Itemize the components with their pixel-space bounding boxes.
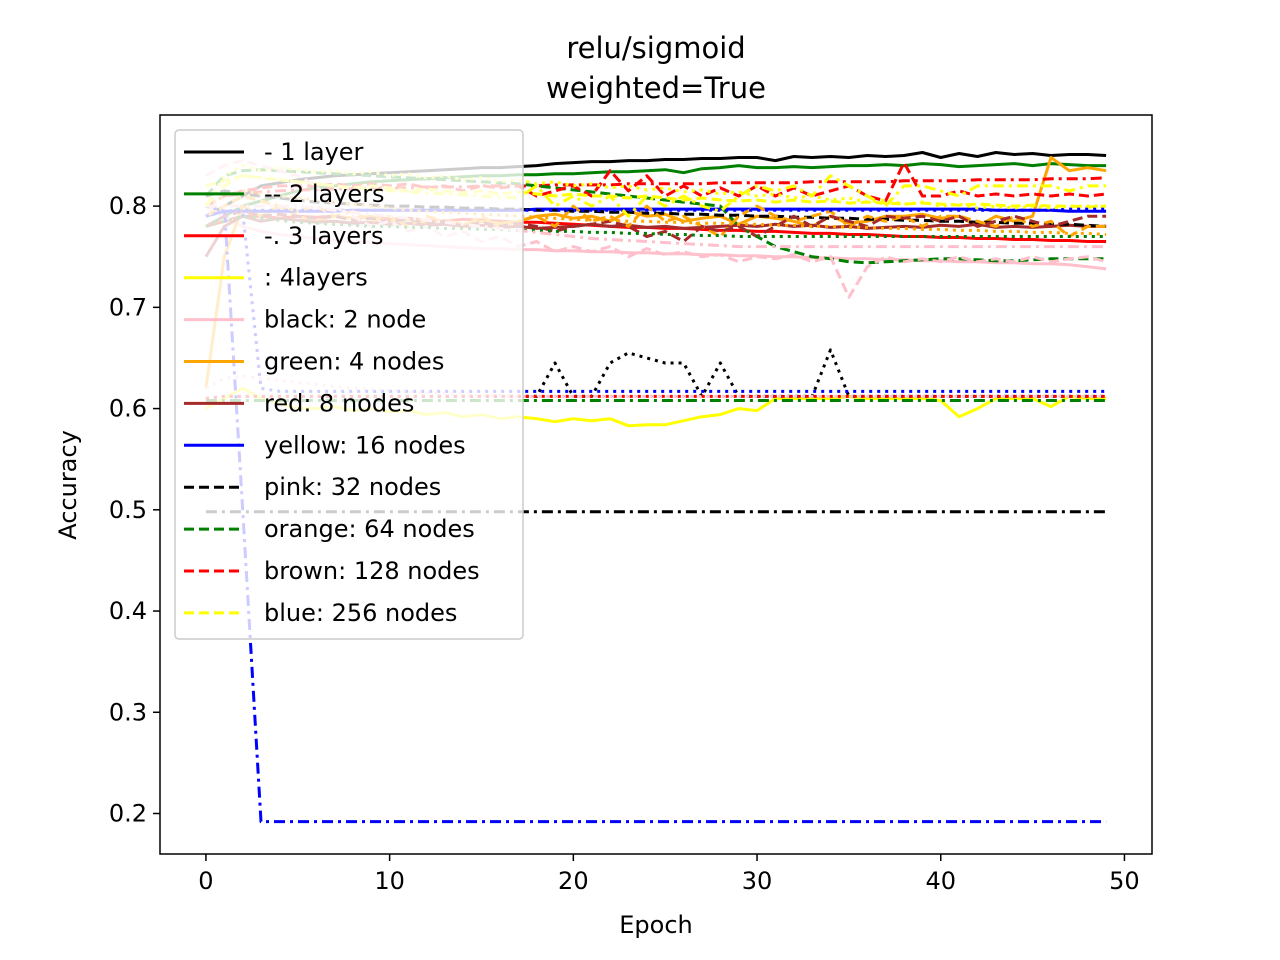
y-tick-label: 0.6 (109, 395, 147, 423)
y-tick-label: 0.4 (109, 597, 147, 625)
chart-title: relu/sigmoid (566, 31, 745, 65)
series-line-22 (205, 207, 1107, 218)
legend-entries: - 1 layer -- 2 layers -. 3 layers : 4layers… (184, 138, 480, 627)
y-tick-label: 0.2 (109, 800, 147, 828)
x-tick-label: 30 (742, 867, 773, 895)
legend-label-3: -. 3 layers (264, 222, 384, 250)
legend-label-7: red: 8 nodes (264, 389, 414, 417)
x-tick-label: 0 (198, 867, 213, 895)
x-axis: 0 10 20 30 40 50 (198, 854, 1140, 895)
plot-frame (159, 114, 1153, 855)
legend-label-2: -- 2 layers (264, 180, 385, 208)
legend-label-6: green: 4 nodes (264, 348, 444, 376)
legend-label-1: - 1 layer (264, 138, 364, 166)
series-line-21 (205, 204, 1107, 393)
y-axis-label: Accuracy (54, 430, 82, 540)
legend-label-4: : 4layers (264, 264, 368, 292)
chart-subtitle: weighted=True (546, 71, 766, 105)
legend-label-11: brown: 128 nodes (264, 557, 480, 585)
x-tick-label: 40 (925, 867, 956, 895)
y-tick-label: 0.5 (109, 496, 147, 524)
series-line-10 (205, 204, 1107, 824)
x-tick-label: 50 (1109, 867, 1140, 895)
series-line-17 (205, 194, 1107, 238)
y-tick-label: 0.8 (109, 192, 147, 220)
legend-label-5: black: 2 node (264, 306, 426, 334)
x-tick-label: 20 (558, 867, 589, 895)
legend-label-9: pink: 32 nodes (264, 473, 441, 501)
y-tick-label: 0.7 (109, 293, 147, 321)
x-axis-label: Epoch (619, 911, 693, 939)
x-tick-label: 10 (374, 867, 405, 895)
legend-label-12: blue: 256 nodes (264, 599, 457, 627)
legend-label-10: orange: 64 nodes (264, 515, 475, 543)
series-line-23 (205, 214, 1107, 238)
legend-box (174, 129, 524, 640)
legend: - 1 layer -- 2 layers -. 3 layers : 4layers… (174, 129, 524, 640)
series-line-20 (205, 348, 1107, 400)
legend-label-8: yellow: 16 nodes (264, 431, 466, 459)
series-line-24 (205, 394, 1107, 400)
y-tick-label: 0.3 (109, 698, 147, 726)
y-axis: 0.2 0.3 0.4 0.5 0.6 0.7 0.8 (109, 192, 160, 828)
